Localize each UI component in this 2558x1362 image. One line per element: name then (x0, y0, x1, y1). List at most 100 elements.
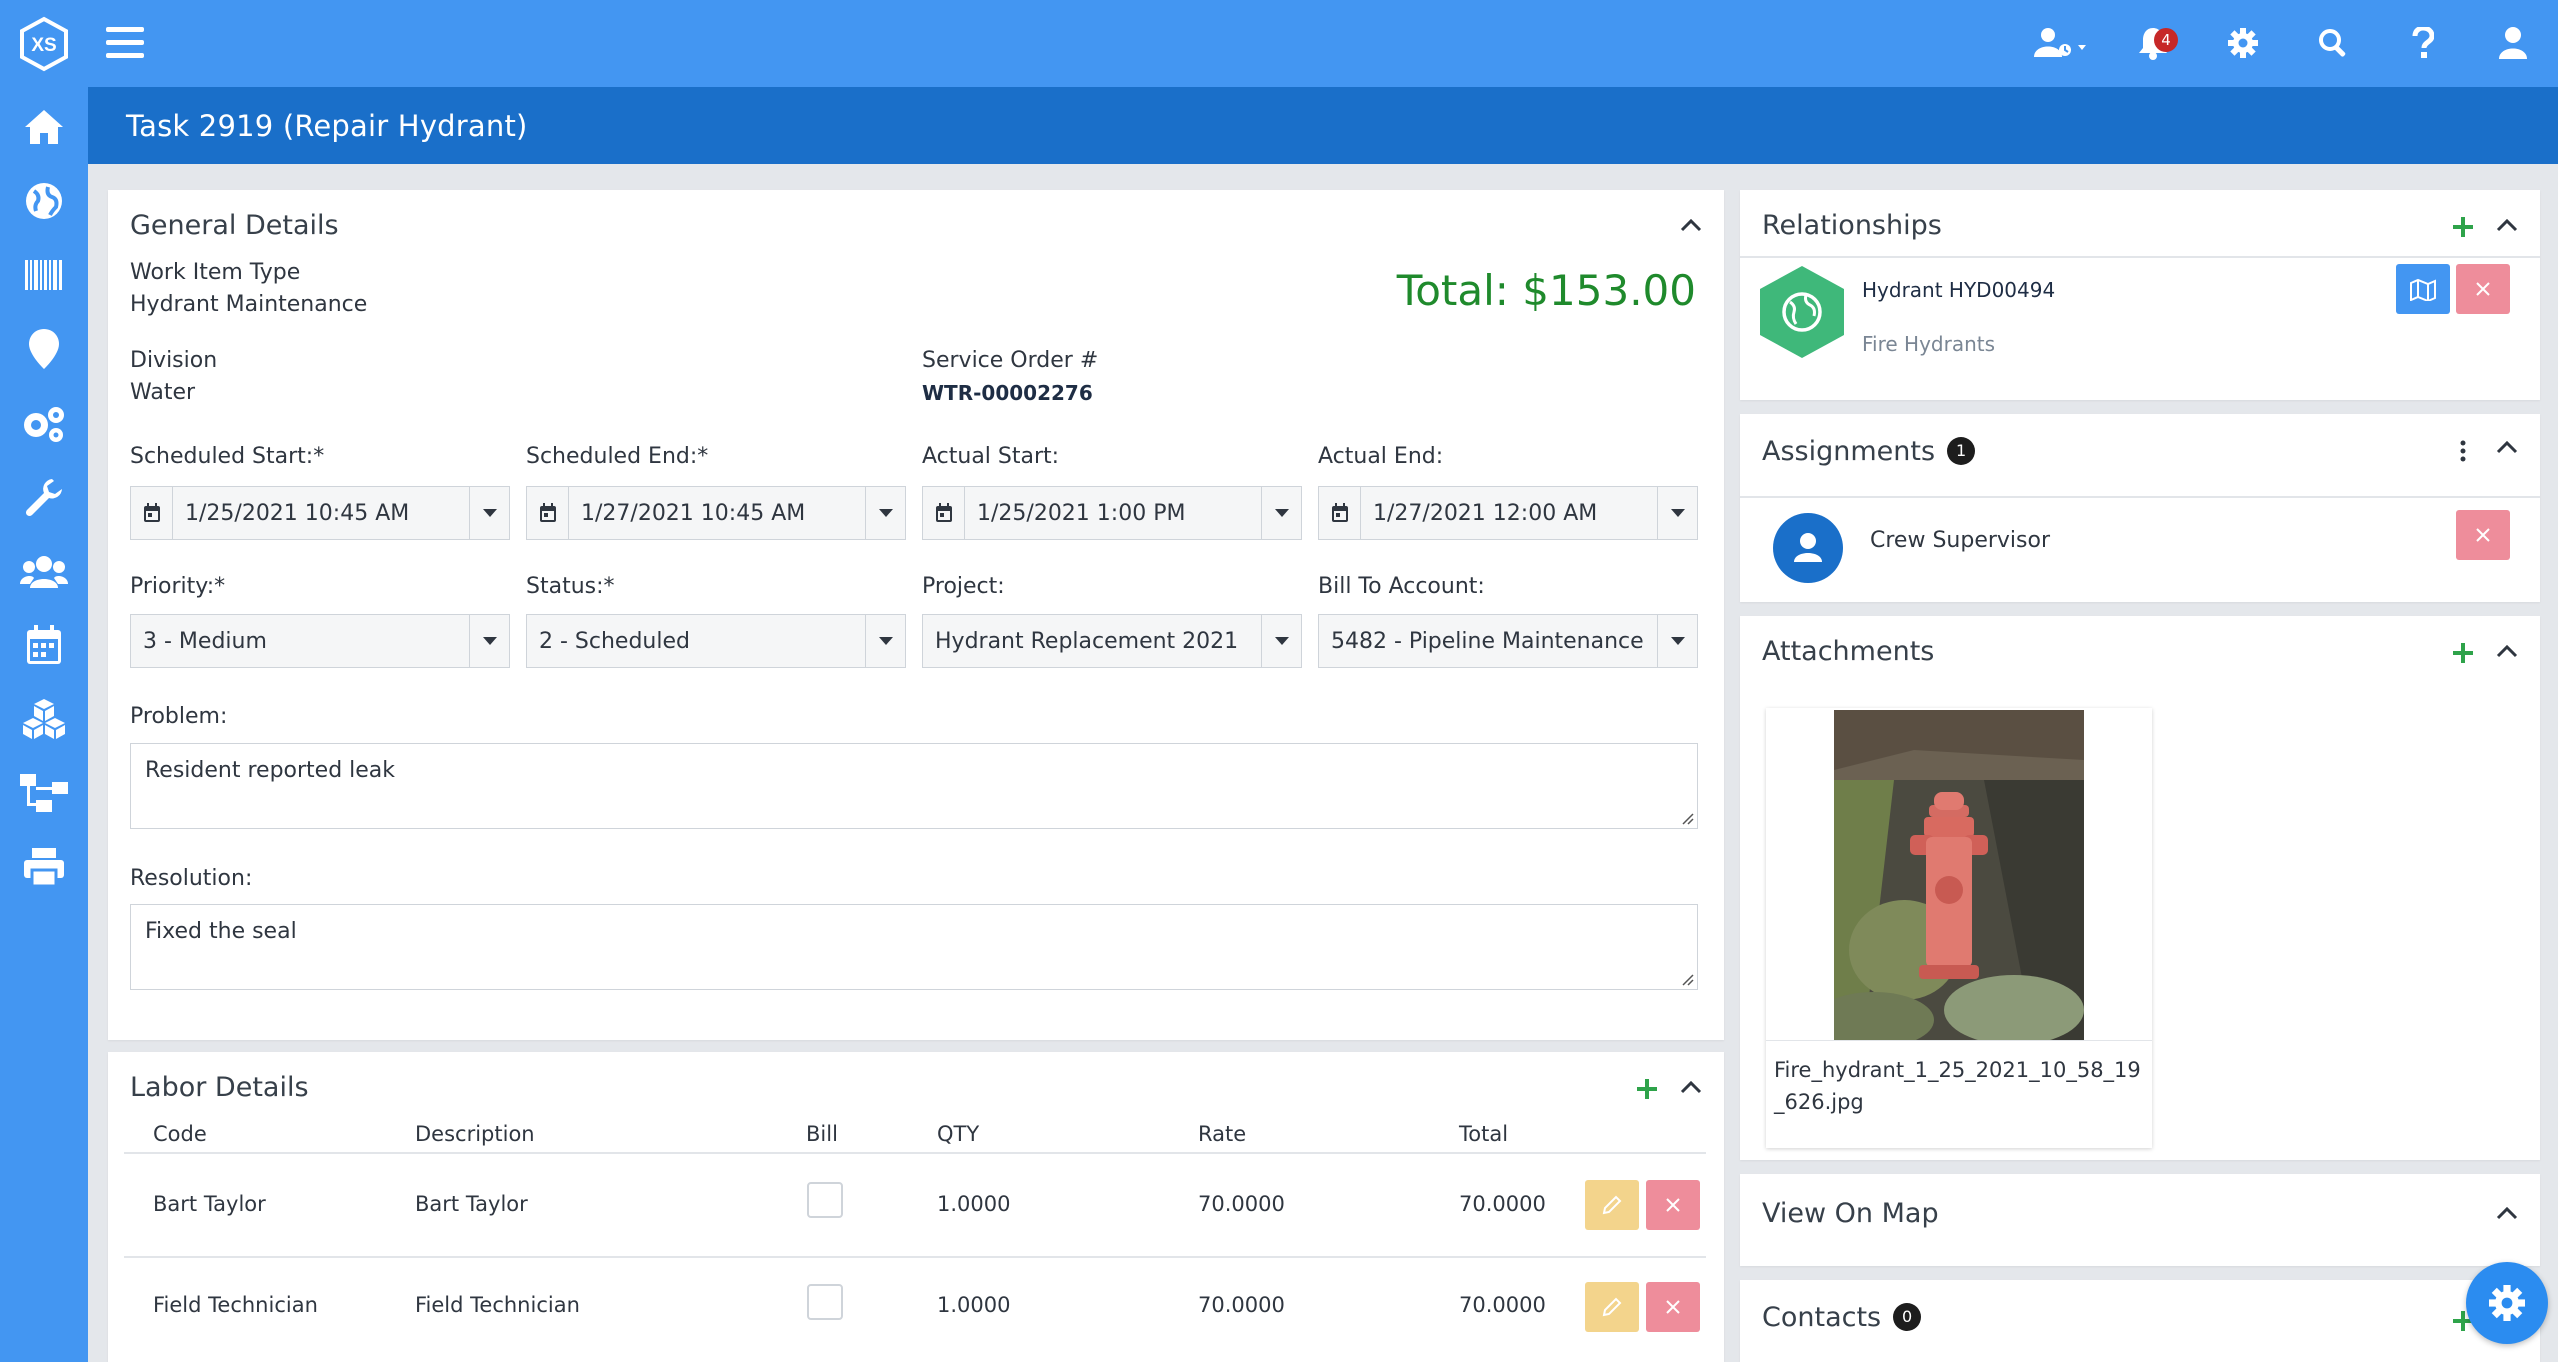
view-on-map-card: View On Map (1740, 1174, 2540, 1266)
remove-relationship-button[interactable] (2456, 264, 2510, 314)
attachments-card: Attachments Fire_hydrant_1_25_2021_1 (1740, 616, 2540, 1160)
add-attachment-plus-icon[interactable] (2448, 638, 2478, 668)
contacts-count-badge: 0 (1893, 1302, 1922, 1331)
chevron-up-icon[interactable] (1676, 210, 1706, 240)
division-label: Division (130, 348, 218, 373)
work-item-type-label: Work Item Type (130, 260, 301, 285)
print-icon[interactable] (0, 830, 88, 904)
row2-total: 70.0000 (1459, 1293, 1546, 1317)
chevron-down-icon[interactable] (469, 615, 509, 667)
row1-edit-button[interactable] (1585, 1180, 1639, 1230)
settings-gear-icon[interactable] (2218, 20, 2268, 66)
service-order-label: Service Order # (922, 348, 1099, 373)
calendar-icon[interactable] (923, 487, 965, 539)
project-select[interactable]: Hydrant Replacement 2021 (922, 614, 1302, 668)
priority-select[interactable]: 3 - Medium (130, 614, 510, 668)
page-title: Task 2919 (Repair Hydrant) (126, 108, 528, 143)
row1-qty: 1.0000 (937, 1192, 1011, 1216)
attachment-thumbnail[interactable]: Fire_hydrant_1_25_2021_10_58_19 _626.jpg (1766, 708, 2152, 1148)
row1-delete-button[interactable] (1646, 1180, 1700, 1230)
scheduled-start-input[interactable]: 1/25/2021 10:45 AM (130, 486, 510, 540)
chevron-down-icon[interactable] (1261, 615, 1301, 667)
map-pin-icon[interactable] (0, 312, 88, 386)
search-icon[interactable] (2308, 20, 2358, 66)
resize-grip-icon[interactable] (1680, 811, 1694, 825)
labor-details-card: Labor Details (108, 1052, 1724, 1362)
divider (1740, 256, 2540, 258)
add-contact-plus-icon[interactable] (2448, 1306, 2478, 1336)
floating-settings-button[interactable] (2466, 1262, 2548, 1344)
chevron-down-icon[interactable] (1657, 487, 1697, 539)
status-select[interactable]: 2 - Scheduled (526, 614, 906, 668)
col-total: Total (1459, 1122, 1509, 1146)
bill-to-account-label: Bill To Account: (1318, 574, 1485, 599)
chevron-down-icon[interactable] (469, 487, 509, 539)
priority-label: Priority:* (130, 574, 226, 599)
add-labor-plus-icon[interactable] (1632, 1074, 1662, 1104)
actual-end-value: 1/27/2021 12:00 AM (1373, 500, 1598, 526)
chevron-up-icon[interactable] (2492, 636, 2522, 666)
chevron-up-icon[interactable] (1676, 1072, 1706, 1102)
bill-to-account-select[interactable]: 5482 - Pipeline Maintenance (1318, 614, 1698, 668)
col-code: Code (153, 1122, 207, 1146)
remove-assignment-button[interactable] (2456, 510, 2510, 560)
actual-start-input[interactable]: 1/25/2021 1:00 PM (922, 486, 1302, 540)
chevron-down-icon[interactable] (1261, 487, 1301, 539)
notification-count-badge: 4 (2154, 28, 2178, 52)
resize-grip-icon[interactable] (1680, 972, 1694, 986)
resolution-textarea[interactable]: Fixed the seal (130, 904, 1698, 990)
user-status-dropdown-icon[interactable] (2030, 20, 2094, 66)
help-question-icon[interactable] (2398, 20, 2448, 66)
xs-logo[interactable]: XS (14, 14, 74, 74)
attachments-title: Attachments (1762, 636, 1935, 667)
row2-edit-button[interactable] (1585, 1282, 1639, 1332)
barcode-icon[interactable] (0, 238, 88, 312)
general-details-title: General Details (130, 210, 339, 241)
col-qty: QTY (937, 1122, 980, 1146)
chevron-up-icon[interactable] (2492, 1198, 2522, 1228)
hamburger-menu-icon[interactable] (106, 26, 146, 60)
view-on-map-button[interactable] (2396, 264, 2450, 314)
chevron-down-icon[interactable] (865, 615, 905, 667)
row1-bill-checkbox[interactable] (807, 1182, 843, 1218)
users-icon[interactable] (0, 534, 88, 608)
user-profile-icon[interactable] (2488, 20, 2538, 66)
chevron-down-icon[interactable] (865, 487, 905, 539)
calendar-icon[interactable] (0, 608, 88, 682)
home-icon[interactable] (0, 90, 88, 164)
problem-textarea[interactable]: Resident reported leak (130, 743, 1698, 829)
project-label: Project: (922, 574, 1005, 599)
service-order-value[interactable]: WTR-00002276 (922, 381, 1093, 405)
actual-end-input[interactable]: 1/27/2021 12:00 AM (1318, 486, 1698, 540)
relationship-item-name[interactable]: Hydrant HYD00494 (1862, 278, 2056, 302)
row2-delete-button[interactable] (1646, 1282, 1700, 1332)
chevron-down-icon[interactable] (1657, 615, 1697, 667)
row2-bill-checkbox[interactable] (807, 1284, 843, 1320)
gears-icon[interactable] (0, 386, 88, 460)
contacts-title-text: Contacts (1762, 1302, 1882, 1333)
sitemap-icon[interactable] (0, 756, 88, 830)
kebab-menu-icon[interactable] (2448, 436, 2478, 466)
chevron-up-icon[interactable] (2492, 210, 2522, 240)
scheduled-end-input[interactable]: 1/27/2021 10:45 AM (526, 486, 906, 540)
add-relationship-plus-icon[interactable] (2448, 212, 2478, 242)
pencil-icon (1602, 1297, 1622, 1317)
assignments-card: Assignments 1 Crew Supervisor (1740, 414, 2540, 602)
cubes-icon[interactable] (0, 682, 88, 756)
calendar-icon[interactable] (527, 487, 569, 539)
file-name-line-2: _626.jpg (1774, 1090, 1864, 1114)
relationships-title: Relationships (1762, 210, 1942, 241)
gear-icon (2489, 1285, 2525, 1321)
calendar-icon[interactable] (1319, 487, 1361, 539)
row-divider (124, 1256, 1706, 1258)
calendar-icon[interactable] (131, 487, 173, 539)
globe-icon[interactable] (0, 164, 88, 238)
relationships-card: Relationships Hydrant HYD00494 Fire Hydr… (1740, 190, 2540, 400)
problem-text: Resident reported leak (145, 758, 396, 783)
close-x-icon (1666, 1300, 1680, 1314)
notifications-bell-icon[interactable]: 4 (2128, 20, 2178, 66)
user-avatar-icon (1773, 513, 1843, 583)
wrench-icon[interactable] (0, 460, 88, 534)
chevron-up-icon[interactable] (2492, 432, 2522, 462)
bill-to-account-value: 5482 - Pipeline Maintenance (1331, 628, 1644, 654)
